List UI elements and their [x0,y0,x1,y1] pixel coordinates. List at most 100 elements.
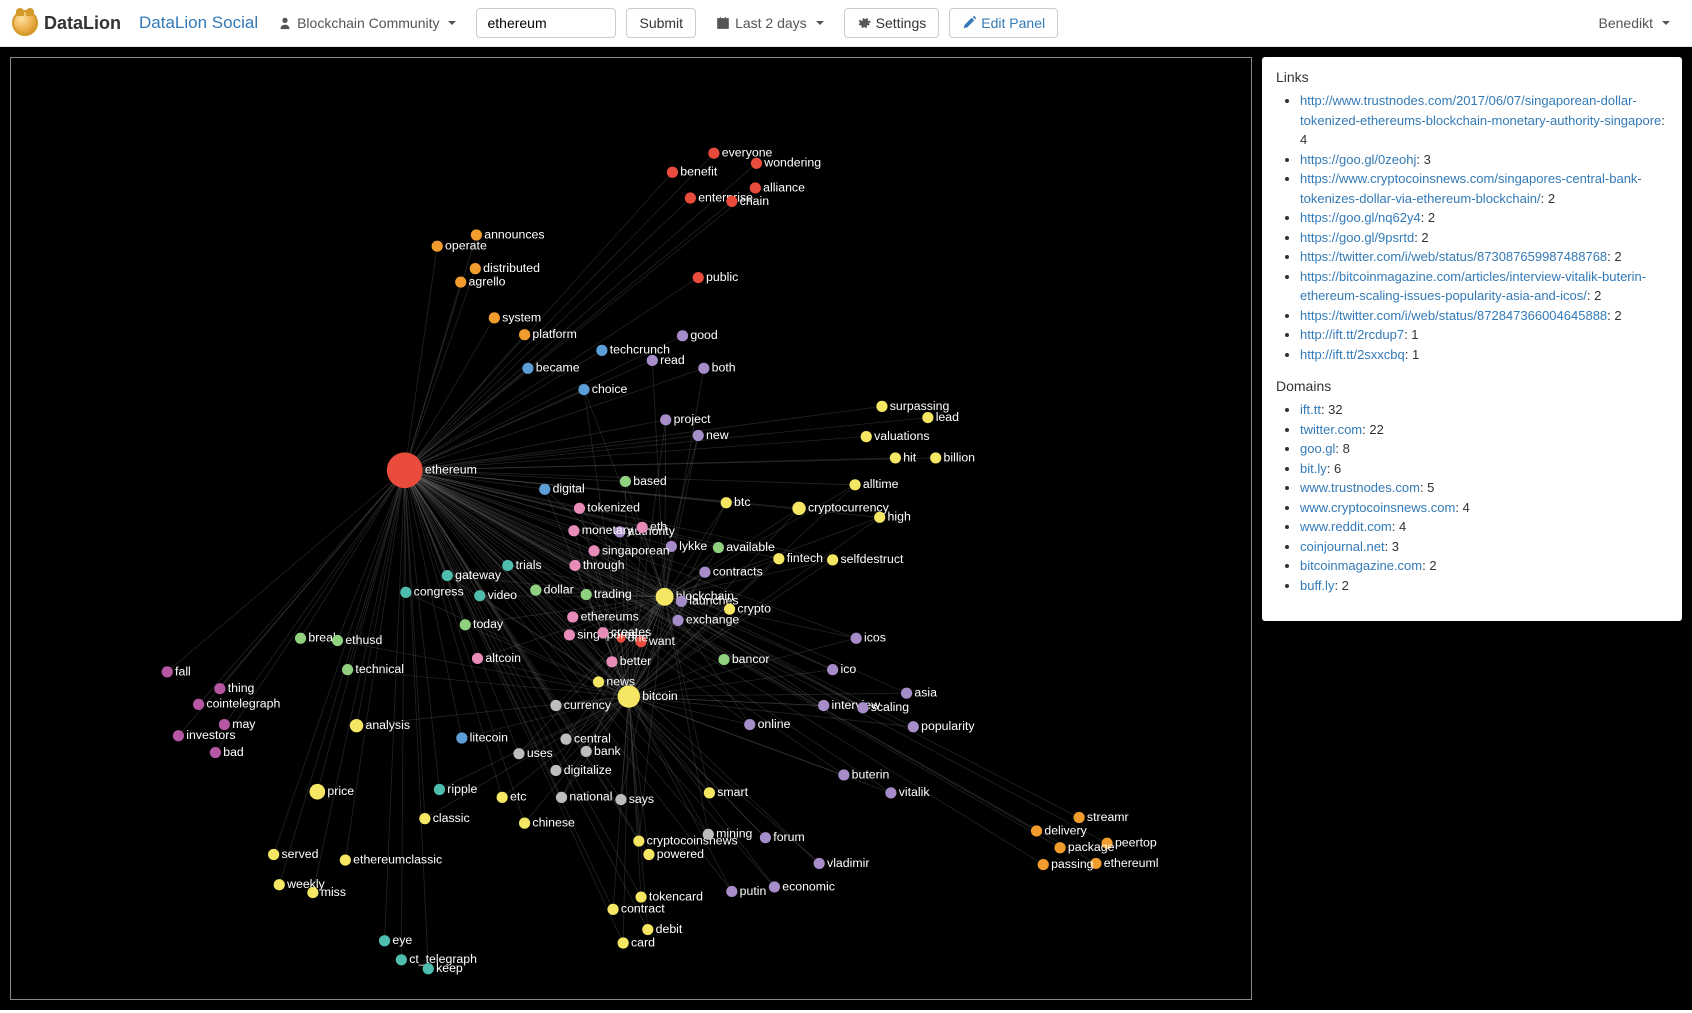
graph-node[interactable] [726,196,737,207]
graph-node[interactable] [672,615,683,626]
graph-node[interactable] [838,769,849,780]
graph-node[interactable] [618,685,640,707]
graph-node[interactable] [332,635,343,646]
graph-node[interactable] [423,963,434,974]
brand-link[interactable]: DataLion Social [139,13,258,33]
graph-node[interactable] [874,512,885,523]
graph-node[interactable] [857,702,868,713]
graph-node[interactable] [210,747,221,758]
network-graph[interactable]: ethereumbitcoinblockchaineveryonewonderi… [11,58,1251,999]
graph-node[interactable] [489,312,500,323]
graph-node[interactable] [792,502,805,515]
graph-node[interactable] [703,829,714,840]
daterange-dropdown[interactable]: Last 2 days [706,9,834,37]
graph-node[interactable] [1054,842,1065,853]
link-url[interactable]: https://twitter.com/i/web/status/8728473… [1300,308,1607,323]
graph-node[interactable] [219,719,230,730]
graph-node[interactable] [596,345,607,356]
graph-node[interactable] [471,229,482,240]
graph-node[interactable] [419,813,430,824]
graph-node[interactable] [400,587,411,598]
graph-node[interactable] [890,452,901,463]
link-url[interactable]: http://ift.tt/2rcdup7 [1300,327,1404,342]
graph-node[interactable] [522,363,533,374]
graph-node[interactable] [1038,859,1049,870]
link-url[interactable]: https://goo.gl/0zeohj [1300,152,1416,167]
graph-node[interactable] [861,431,872,442]
graph-node[interactable] [633,835,644,846]
graph-node[interactable] [818,700,829,711]
graph-node[interactable] [519,818,530,829]
graph-node[interactable] [274,879,285,890]
graph-node[interactable] [827,554,838,565]
graph-node[interactable] [620,476,631,487]
graph-node[interactable] [342,664,353,675]
graph-node[interactable] [1031,825,1042,836]
graph-node[interactable] [607,904,618,915]
graph-node[interactable] [442,570,453,581]
graph-node[interactable] [472,653,483,664]
graph-node[interactable] [693,272,704,283]
graph-node[interactable] [849,479,860,490]
graph-node[interactable] [660,414,671,425]
graph-node[interactable] [637,522,648,533]
graph-node[interactable] [614,526,625,537]
graph-node[interactable] [930,452,941,463]
graph-node[interactable] [564,629,575,640]
domain-link[interactable]: bitcoinmagazine.com [1300,558,1422,573]
community-dropdown[interactable]: Blockchain Community [268,9,466,37]
graph-node[interactable] [455,276,466,287]
graph-node[interactable] [456,732,467,743]
domain-link[interactable]: buff.ly [1300,578,1334,593]
graph-node[interactable] [618,937,629,948]
graph-node[interactable] [350,719,363,732]
graph-node[interactable] [642,924,653,935]
graph-node[interactable] [922,412,933,423]
graph-node[interactable] [569,560,580,571]
graph-node[interactable] [581,589,592,600]
graph-node[interactable] [593,676,604,687]
graph-node[interactable] [1090,858,1101,869]
link-url[interactable]: https://goo.gl/9psrtd [1300,230,1414,245]
graph-node[interactable] [667,167,678,178]
graph-node[interactable] [567,611,578,622]
graph-node[interactable] [519,329,530,340]
graph-node[interactable] [539,484,550,495]
graph-node[interactable] [574,503,585,514]
graph-node[interactable] [268,849,279,860]
graph-node[interactable] [434,784,445,795]
domain-link[interactable]: coinjournal.net [1300,539,1385,554]
search-input[interactable] [476,8,616,38]
graph-node[interactable] [295,633,306,644]
graph-node[interactable] [635,636,646,647]
graph-node[interactable] [214,683,225,694]
graph-node[interactable] [760,832,771,843]
graph-node[interactable] [699,567,710,578]
graph-node[interactable] [721,497,732,508]
graph-node[interactable] [901,688,912,699]
graph-node[interactable] [773,553,784,564]
settings-button[interactable]: Settings [844,8,940,38]
graph-node[interactable] [666,541,677,552]
graph-node[interactable] [173,730,184,741]
graph-node[interactable] [814,858,825,869]
graph-node[interactable] [616,634,625,643]
graph-node[interactable] [744,719,755,730]
graph-node[interactable] [615,794,626,805]
user-menu[interactable]: Benedikt [1589,9,1680,37]
domain-link[interactable]: www.reddit.com [1300,519,1392,534]
graph-node[interactable] [885,787,896,798]
graph-node[interactable] [162,666,173,677]
graph-node[interactable] [193,699,204,710]
link-url[interactable]: https://twitter.com/i/web/status/8730876… [1300,249,1607,264]
link-url[interactable]: http://www.trustnodes.com/2017/06/07/sin… [1300,93,1661,128]
graph-node[interactable] [827,664,838,675]
graph-node[interactable] [560,734,571,745]
link-url[interactable]: https://bitcoinmagazine.com/articles/int… [1300,269,1646,304]
graph-node[interactable] [474,590,485,601]
link-url[interactable]: https://www.cryptocoinsnews.com/singapor… [1300,171,1642,206]
graph-node[interactable] [550,765,561,776]
graph-node[interactable] [718,654,729,665]
graph-node[interactable] [568,525,579,536]
graph-node[interactable] [387,452,423,488]
